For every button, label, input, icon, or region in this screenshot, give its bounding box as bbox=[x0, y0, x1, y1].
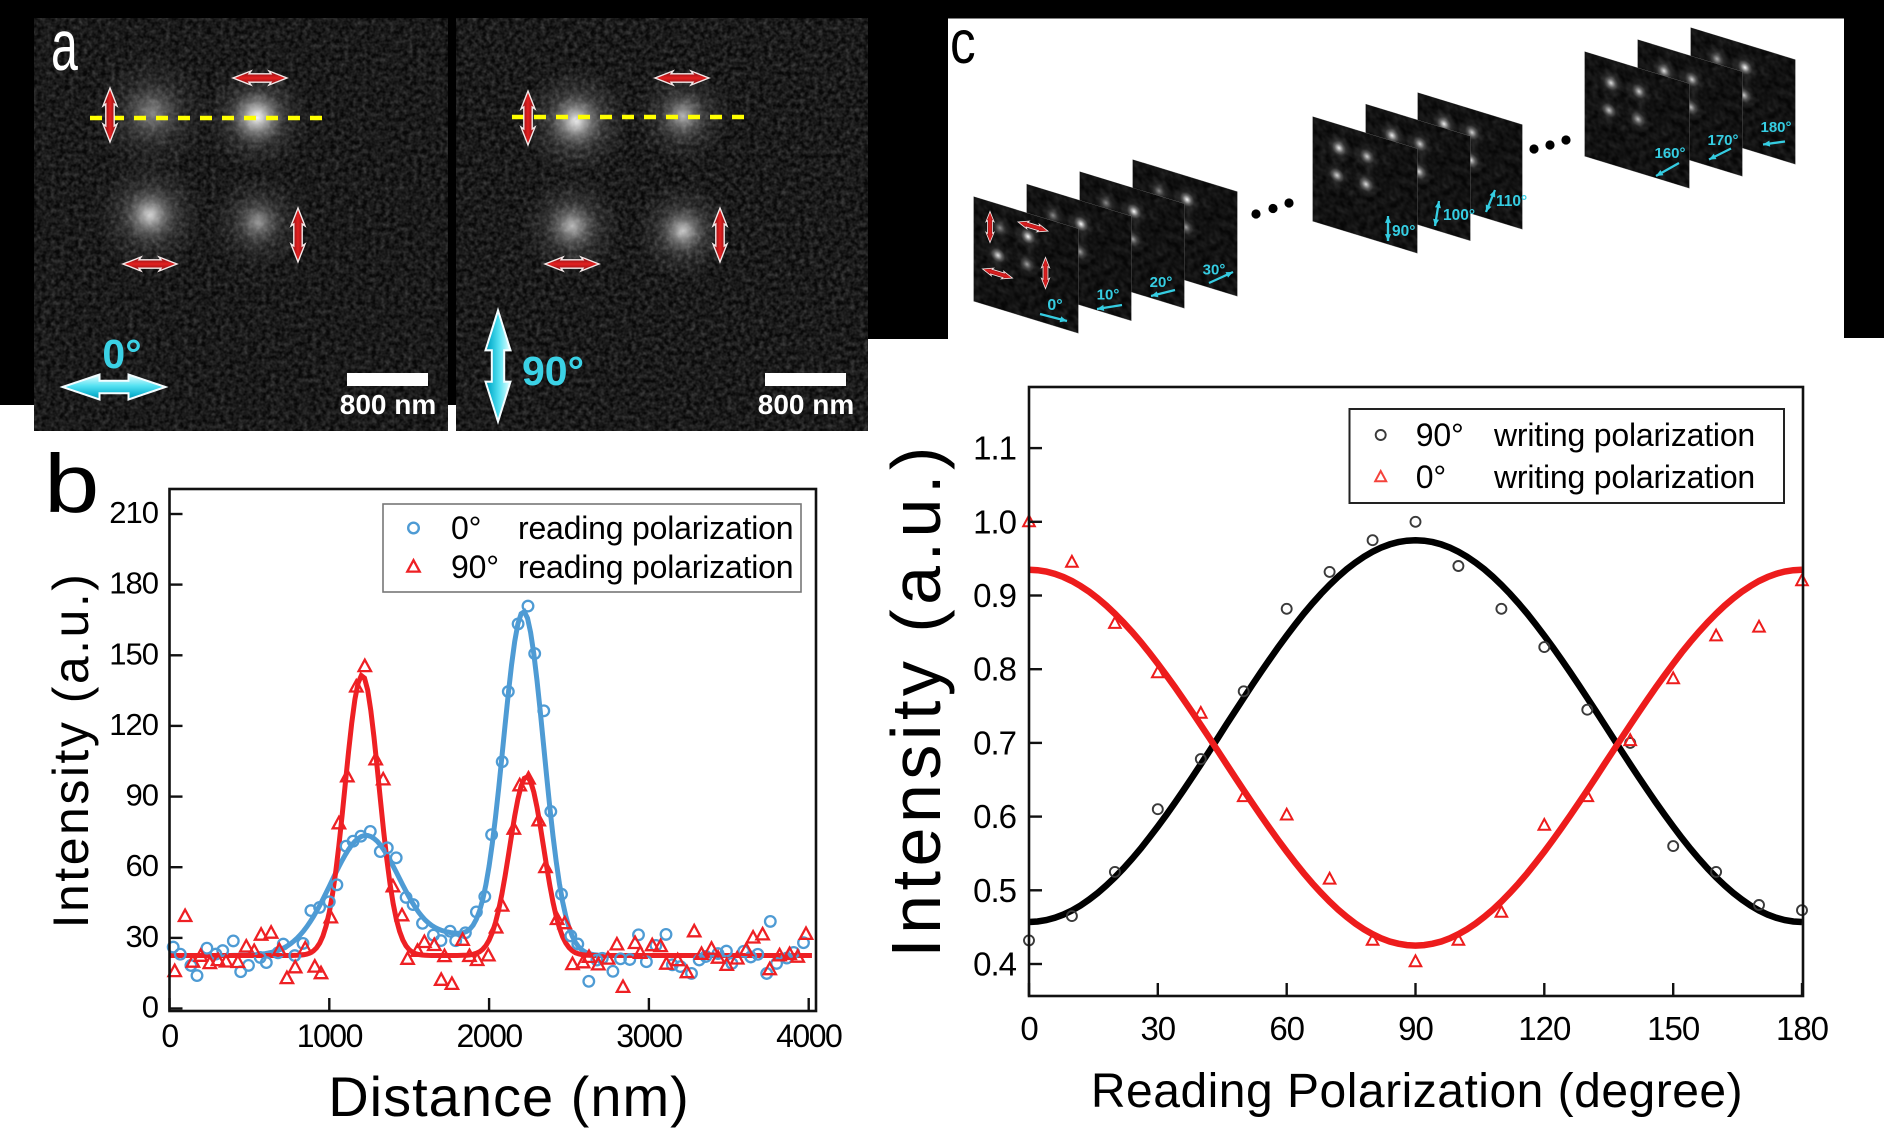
svg-text:0: 0 bbox=[161, 1018, 178, 1054]
svg-text:a: a bbox=[51, 6, 78, 86]
svg-text:0°: 0° bbox=[451, 510, 481, 546]
svg-text:800 nm: 800 nm bbox=[340, 389, 437, 420]
svg-text:90: 90 bbox=[1398, 1010, 1433, 1047]
svg-text:3000: 3000 bbox=[616, 1018, 682, 1054]
svg-text:210: 210 bbox=[109, 495, 158, 530]
svg-text:180°: 180° bbox=[1760, 119, 1791, 136]
svg-text:90°: 90° bbox=[522, 348, 584, 394]
svg-text:170°: 170° bbox=[1707, 132, 1738, 149]
svg-text:120: 120 bbox=[1518, 1010, 1571, 1047]
svg-text:90°: 90° bbox=[1392, 223, 1415, 240]
svg-text:0°: 0° bbox=[1047, 297, 1062, 314]
svg-text:b: b bbox=[44, 438, 99, 530]
svg-text:0°: 0° bbox=[1416, 459, 1446, 495]
svg-text:4000: 4000 bbox=[776, 1018, 842, 1054]
svg-text:20°: 20° bbox=[1150, 274, 1173, 291]
svg-text:150: 150 bbox=[109, 636, 158, 671]
svg-text:150: 150 bbox=[1647, 1010, 1700, 1047]
svg-text:0.7: 0.7 bbox=[973, 724, 1016, 761]
svg-text:120: 120 bbox=[109, 707, 158, 742]
svg-text:180: 180 bbox=[1776, 1010, 1829, 1047]
svg-text:Distance (nm): Distance (nm) bbox=[328, 1065, 690, 1128]
svg-text:180: 180 bbox=[109, 566, 158, 601]
svg-text:1000: 1000 bbox=[297, 1018, 363, 1054]
svg-text:c: c bbox=[950, 8, 976, 76]
svg-text:800 nm: 800 nm bbox=[758, 389, 855, 420]
svg-text:writing polarization: writing polarization bbox=[1493, 417, 1755, 453]
svg-text:60: 60 bbox=[1269, 1010, 1304, 1047]
svg-text:0.8: 0.8 bbox=[973, 651, 1016, 688]
svg-text:90°: 90° bbox=[451, 549, 499, 585]
svg-text:160°: 160° bbox=[1654, 145, 1685, 162]
svg-text:110°: 110° bbox=[1496, 193, 1527, 210]
svg-text:100°: 100° bbox=[1443, 207, 1475, 224]
svg-text:2000: 2000 bbox=[457, 1018, 523, 1054]
svg-text:10°: 10° bbox=[1097, 287, 1120, 304]
svg-text:writing polarization: writing polarization bbox=[1493, 459, 1755, 495]
svg-text:0: 0 bbox=[1020, 1010, 1038, 1047]
svg-text:1.1: 1.1 bbox=[973, 430, 1016, 467]
svg-text:90°: 90° bbox=[1416, 417, 1464, 453]
svg-text:30: 30 bbox=[1140, 1010, 1175, 1047]
svg-text:1.0: 1.0 bbox=[973, 503, 1017, 540]
svg-text:90: 90 bbox=[126, 778, 159, 813]
svg-text:Intensity (a.u.): Intensity (a.u.) bbox=[43, 572, 99, 929]
svg-text:reading polarization: reading polarization bbox=[518, 510, 793, 546]
svg-text:30°: 30° bbox=[1203, 262, 1226, 279]
svg-text:0°: 0° bbox=[102, 331, 141, 377]
svg-text:reading polarization: reading polarization bbox=[518, 549, 793, 585]
svg-text:0.9: 0.9 bbox=[973, 577, 1016, 614]
svg-text:0: 0 bbox=[142, 990, 159, 1025]
svg-text:Intensity (a.u.): Intensity (a.u.) bbox=[877, 442, 955, 958]
svg-text:0.6: 0.6 bbox=[973, 798, 1016, 835]
svg-text:0.5: 0.5 bbox=[973, 872, 1016, 909]
svg-text:60: 60 bbox=[126, 848, 159, 883]
svg-text:30: 30 bbox=[126, 919, 159, 954]
svg-text:Reading Polarization (degree): Reading Polarization (degree) bbox=[1091, 1065, 1743, 1118]
svg-text:0.4: 0.4 bbox=[973, 946, 1017, 983]
